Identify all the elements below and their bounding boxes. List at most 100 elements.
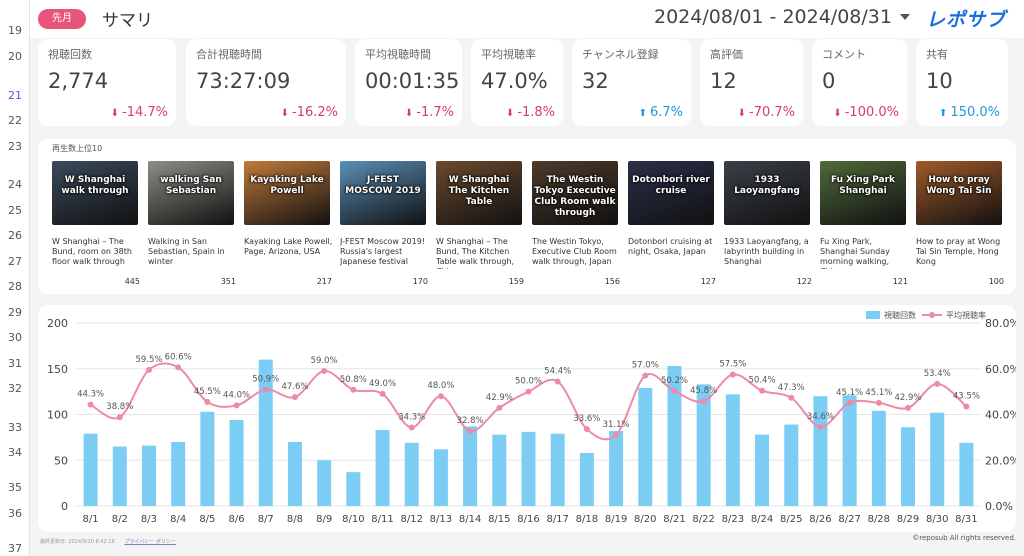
kpi-value: 00:01:35 <box>365 69 460 93</box>
top-video-item[interactable]: Fu Xing Park Shanghai Fu Xing Park, Shang… <box>820 161 908 286</box>
top-video-item[interactable]: The Westin Tokyo Executive Club Room wal… <box>532 161 620 286</box>
y-left-tick-label: 200 <box>47 317 68 330</box>
video-views: 159 <box>508 277 524 286</box>
video-thumbnail[interactable]: Fu Xing Park Shanghai <box>820 161 906 225</box>
row-number: 29 <box>8 306 22 319</box>
line-point <box>846 399 853 406</box>
video-thumbnail[interactable]: Dotonbori river cruise <box>628 161 714 225</box>
x-tick-label: 8/14 <box>459 514 481 525</box>
x-tick-label: 8/27 <box>838 514 860 525</box>
video-title[interactable]: W Shanghai – The Bund, The Kitchen Table… <box>436 237 515 269</box>
bar <box>696 384 711 506</box>
x-tick-label: 8/16 <box>517 514 539 525</box>
line-point <box>875 399 882 406</box>
bar <box>317 460 332 506</box>
video-thumbnail[interactable]: How to pray Wong Tai Sin <box>916 161 1002 225</box>
x-tick-label: 8/21 <box>663 514 685 525</box>
period-pill[interactable]: 先月 <box>38 9 86 29</box>
x-tick-label: 8/9 <box>316 514 332 525</box>
thumbnail-text: J-FEST MOSCOW 2019 <box>345 175 421 196</box>
y-left-tick-label: 150 <box>47 363 68 376</box>
chevron-down-icon[interactable] <box>900 14 910 20</box>
row-number: 36 <box>8 507 22 520</box>
video-thumbnail[interactable]: The Westin Tokyo Executive Club Room wal… <box>532 161 618 225</box>
video-views: 351 <box>220 277 236 286</box>
kpi-delta: ⬆ 6.7% <box>639 105 683 120</box>
video-views: 156 <box>604 277 620 286</box>
header: 先月 サマリ 2024/08/01 - 2024/08/31 レポサブ <box>30 0 1024 38</box>
data-label: 42.9% <box>486 393 513 403</box>
video-title[interactable]: Walking in San Sebastian, Spain in winte… <box>148 237 225 266</box>
top-video-item[interactable]: walking San Sebastian Walking in San Seba… <box>148 161 236 286</box>
data-label: 45.8% <box>690 386 717 396</box>
x-tick-label: 8/29 <box>897 514 919 525</box>
line-series <box>90 362 968 441</box>
video-thumbnail[interactable]: walking San Sebastian <box>148 161 234 225</box>
video-title[interactable]: Kayaking Lake Powell, Page, Arizona, USA <box>244 237 333 256</box>
video-title[interactable]: 1933 Laoyangfang, a labyrinth building i… <box>724 237 809 266</box>
video-thumbnail[interactable]: W Shanghai The Kitchen Table <box>436 161 522 225</box>
row-number: 20 <box>8 50 22 63</box>
kpi-value: 47.0% <box>481 69 548 93</box>
top-video-item[interactable]: Kayaking Lake Powell Kayaking Lake Powell… <box>244 161 332 286</box>
video-title[interactable]: Fu Xing Park, Shanghai Sunday morning wa… <box>820 237 890 269</box>
data-label: 59.0% <box>311 356 338 366</box>
video-title[interactable]: J-FEST Moscow 2019! Russia's largest Jap… <box>340 237 426 266</box>
data-label: 50.4% <box>749 376 776 386</box>
kpi-label: 平均視聴時間 <box>365 48 431 61</box>
row-number-gutter: 19 20 21 22 23 24 25 26 27 28 29 30 31 32 33 34 35 36 37 <box>0 0 30 556</box>
data-label: 50.0% <box>515 377 542 387</box>
video-thumbnail[interactable]: W Shanghai walk through <box>52 161 138 225</box>
video-thumbnail[interactable]: Kayaking Lake Powell <box>244 161 330 225</box>
x-tick-label: 8/6 <box>229 514 245 525</box>
line-point <box>233 402 240 409</box>
top-video-item[interactable]: W Shanghai The Kitchen Table W Shanghai –… <box>436 161 524 286</box>
row-number: 26 <box>8 229 22 242</box>
date-range[interactable]: 2024/08/01 - 2024/08/31 <box>654 6 892 28</box>
data-label: 34.6% <box>807 412 834 422</box>
y-left-tick-label: 100 <box>47 409 68 422</box>
top-video-item[interactable]: J-FEST MOSCOW 2019 J-FEST Moscow 2019! Ru… <box>340 161 428 286</box>
top-video-item[interactable]: Dotonbori river cruise Dotonbori cruising… <box>628 161 716 286</box>
row-number: 31 <box>8 357 22 370</box>
video-thumbnail[interactable]: 1933 Laoyangfang <box>724 161 810 225</box>
kpi-delta: ⬇ -100.0% <box>833 105 899 120</box>
data-label: 49.0% <box>369 379 396 389</box>
line-point <box>321 368 328 375</box>
line-point <box>905 404 912 411</box>
row-number: 24 <box>8 178 22 191</box>
video-views: 170 <box>412 277 428 286</box>
thumbnail-text: How to pray Wong Tai Sin <box>926 175 992 196</box>
video-title[interactable]: The Westin Tokyo, Executive Club Room wa… <box>532 237 617 266</box>
x-tick-label: 8/19 <box>605 514 627 525</box>
video-views: 217 <box>316 277 332 286</box>
thumbnail-text: W Shanghai The Kitchen Table <box>448 175 510 207</box>
line-point <box>350 386 357 393</box>
legend-label: 平均視聴率 <box>946 310 986 320</box>
top-video-item[interactable]: W Shanghai walk through W Shanghai – The … <box>52 161 140 286</box>
video-title[interactable]: How to pray at Wong Tai Sin Temple, Hong… <box>916 237 1001 266</box>
x-tick-label: 8/22 <box>692 514 714 525</box>
data-label: 31.1% <box>603 420 630 430</box>
arrow-down-icon: ⬇ <box>737 108 746 119</box>
video-views: 127 <box>700 277 716 286</box>
bar <box>725 394 740 506</box>
video-title[interactable]: W Shanghai – The Bund, room on 38th floo… <box>52 237 132 266</box>
video-views: 121 <box>892 277 908 286</box>
bar <box>901 427 916 506</box>
top-video-item[interactable]: 1933 Laoyangfang 1933 Laoyangfang, a laby… <box>724 161 812 286</box>
arrow-down-icon: ⬇ <box>110 108 119 119</box>
y-left-tick-label: 50 <box>54 454 68 467</box>
line-point <box>116 414 123 421</box>
bar <box>200 411 215 506</box>
line-point <box>700 398 707 405</box>
top-video-item[interactable]: How to pray Wong Tai Sin How to pray at W… <box>916 161 1004 286</box>
video-thumbnail[interactable]: J-FEST MOSCOW 2019 <box>340 161 426 225</box>
privacy-link[interactable]: プライバシー ポリシー <box>124 539 176 545</box>
x-tick-label: 8/8 <box>287 514 303 525</box>
data-label: 50.9% <box>252 375 279 385</box>
video-title[interactable]: Dotonbori cruising at night, Osaka, Japa… <box>628 237 713 256</box>
bar <box>813 396 828 506</box>
top-videos-heading: 再生数上位10 <box>52 144 103 153</box>
x-tick-label: 8/11 <box>371 514 393 525</box>
